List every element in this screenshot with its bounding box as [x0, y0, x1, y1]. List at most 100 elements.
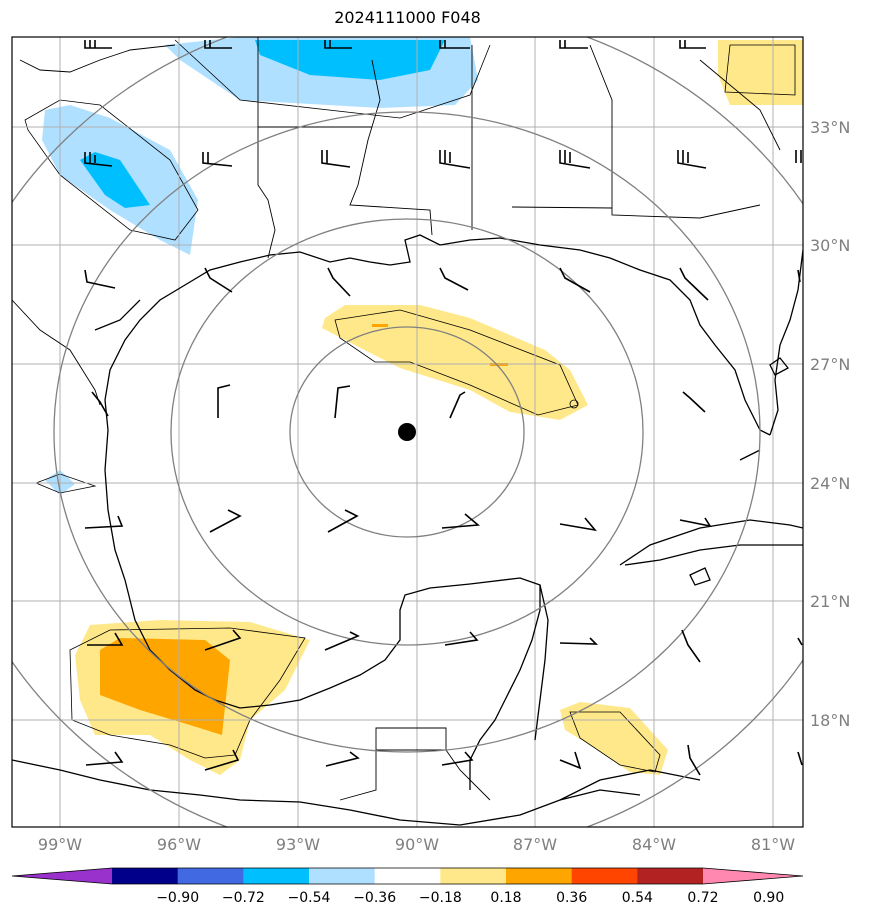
coastline-isle-of-youth — [689, 567, 711, 586]
coastline-texas-islands — [94, 299, 141, 331]
wind-barb — [204, 40, 232, 49]
wind-barb — [84, 40, 112, 49]
wind-barb — [797, 751, 803, 766]
wind-barb — [559, 751, 582, 770]
wind-barb — [324, 40, 352, 49]
wind-barb — [559, 40, 588, 49]
colorbar-tick-label: 0.18 — [490, 890, 521, 906]
wind-barb — [682, 391, 706, 413]
lat-label: 21°N — [810, 592, 850, 611]
wind-barb — [679, 40, 706, 49]
colorbar-segment — [309, 868, 376, 884]
wind-barb — [687, 744, 701, 776]
border-state — [589, 44, 761, 219]
colorbar-tick-label: −0.90 — [156, 890, 199, 906]
lat-label: 24°N — [810, 474, 850, 493]
range-ring-1 — [289, 326, 525, 538]
coastline-bahamas — [769, 357, 789, 376]
wind-barb — [84, 269, 116, 289]
colorbar-segment — [440, 868, 507, 884]
colorbar-tick-label: −0.36 — [353, 890, 396, 906]
colorbar-segment — [243, 868, 310, 884]
wind-barbs — [84, 40, 803, 776]
wind-barb — [681, 629, 701, 663]
lat-label: 27°N — [810, 355, 850, 374]
coastline-mexico-west — [104, 399, 541, 790]
wind-barb — [202, 152, 233, 167]
latitude-labels: 33°N 30°N 27°N 24°N 21°N 18°N — [810, 118, 850, 730]
contour-negative-small — [34, 473, 97, 494]
wind-barb — [87, 632, 124, 646]
wind-barb — [441, 751, 474, 766]
colorbar-tick-label: −0.72 — [222, 890, 265, 906]
coastline-cuba — [619, 519, 803, 566]
wind-barb — [559, 517, 598, 532]
wind-barb — [439, 150, 471, 169]
lat-label: 33°N — [810, 118, 850, 137]
colorbar-tick-label: −0.18 — [419, 890, 462, 906]
coastline-honduras — [559, 769, 701, 801]
coastline-cuba-south — [624, 544, 803, 566]
coastline-central-america — [12, 759, 641, 826]
wind-barb — [204, 629, 242, 651]
contour-positive-mexico — [69, 627, 306, 759]
colorbar-tick-label: 0.72 — [687, 890, 718, 906]
colorbar-segment — [112, 868, 179, 884]
wind-barb — [439, 267, 469, 291]
lon-label: 96°W — [157, 835, 201, 854]
wind-barb — [91, 391, 109, 417]
wind-barb — [797, 269, 801, 283]
range-ring-3 — [53, 111, 761, 753]
positive-spot-gulf-1 — [372, 324, 388, 327]
wind-barb — [559, 267, 591, 293]
lon-label: 99°W — [38, 835, 82, 854]
coastline-yucatan-east — [534, 584, 549, 741]
lon-label: 81°W — [751, 835, 795, 854]
negative-core-north — [255, 40, 445, 80]
colorbar-segment — [374, 868, 441, 884]
contour-positive-gulf — [334, 309, 579, 416]
wind-barb — [444, 631, 479, 646]
wind-barb — [679, 517, 712, 528]
map-frame — [11, 36, 804, 828]
border-state — [19, 44, 176, 73]
colorbar-segment — [177, 868, 244, 884]
contour-positive-honduras — [569, 711, 661, 773]
wind-barb — [439, 40, 470, 49]
range-rings — [12, 37, 803, 827]
lat-label: 18°N — [810, 711, 850, 730]
wind-barb — [325, 751, 360, 767]
lat-lon-grid — [12, 37, 803, 827]
colorbar-tick-label: 0.36 — [556, 890, 587, 906]
wind-barb — [217, 384, 231, 418]
lon-label: 87°W — [513, 835, 557, 854]
wind-barb — [334, 385, 351, 419]
colorbar: −0.90 −0.72 −0.54 −0.36 −0.18 0.18 0.36 0.54 0.7… — [11, 867, 804, 906]
coastline-florida — [769, 249, 803, 436]
wind-barb — [559, 150, 591, 169]
border-country — [12, 299, 101, 406]
wind-barb — [327, 267, 351, 297]
positive-core-mexico — [100, 638, 230, 735]
map-panel — [12, 37, 803, 827]
border-state — [257, 37, 276, 259]
wind-barb — [441, 513, 480, 529]
wind-barb — [84, 515, 124, 529]
lat-label: 30°N — [810, 236, 850, 255]
colorbar-segment — [637, 868, 704, 884]
map-title: 2024111000 F048 — [334, 8, 481, 27]
wind-barb — [204, 267, 233, 293]
lon-label: 93°W — [276, 835, 320, 854]
wind-barb — [85, 751, 124, 766]
coastline-gulf-north — [104, 234, 771, 436]
contour-small-ring — [569, 399, 579, 409]
border-state — [349, 59, 433, 236]
negative-core-west — [80, 152, 150, 208]
wind-barb — [321, 150, 351, 168]
lon-label: 90°W — [395, 835, 439, 854]
contour-negative-north — [174, 39, 491, 119]
wind-barb — [449, 391, 466, 419]
wind-barb — [204, 749, 240, 771]
colorbar-tick-label: 0.90 — [753, 890, 784, 906]
border-country — [339, 750, 377, 801]
